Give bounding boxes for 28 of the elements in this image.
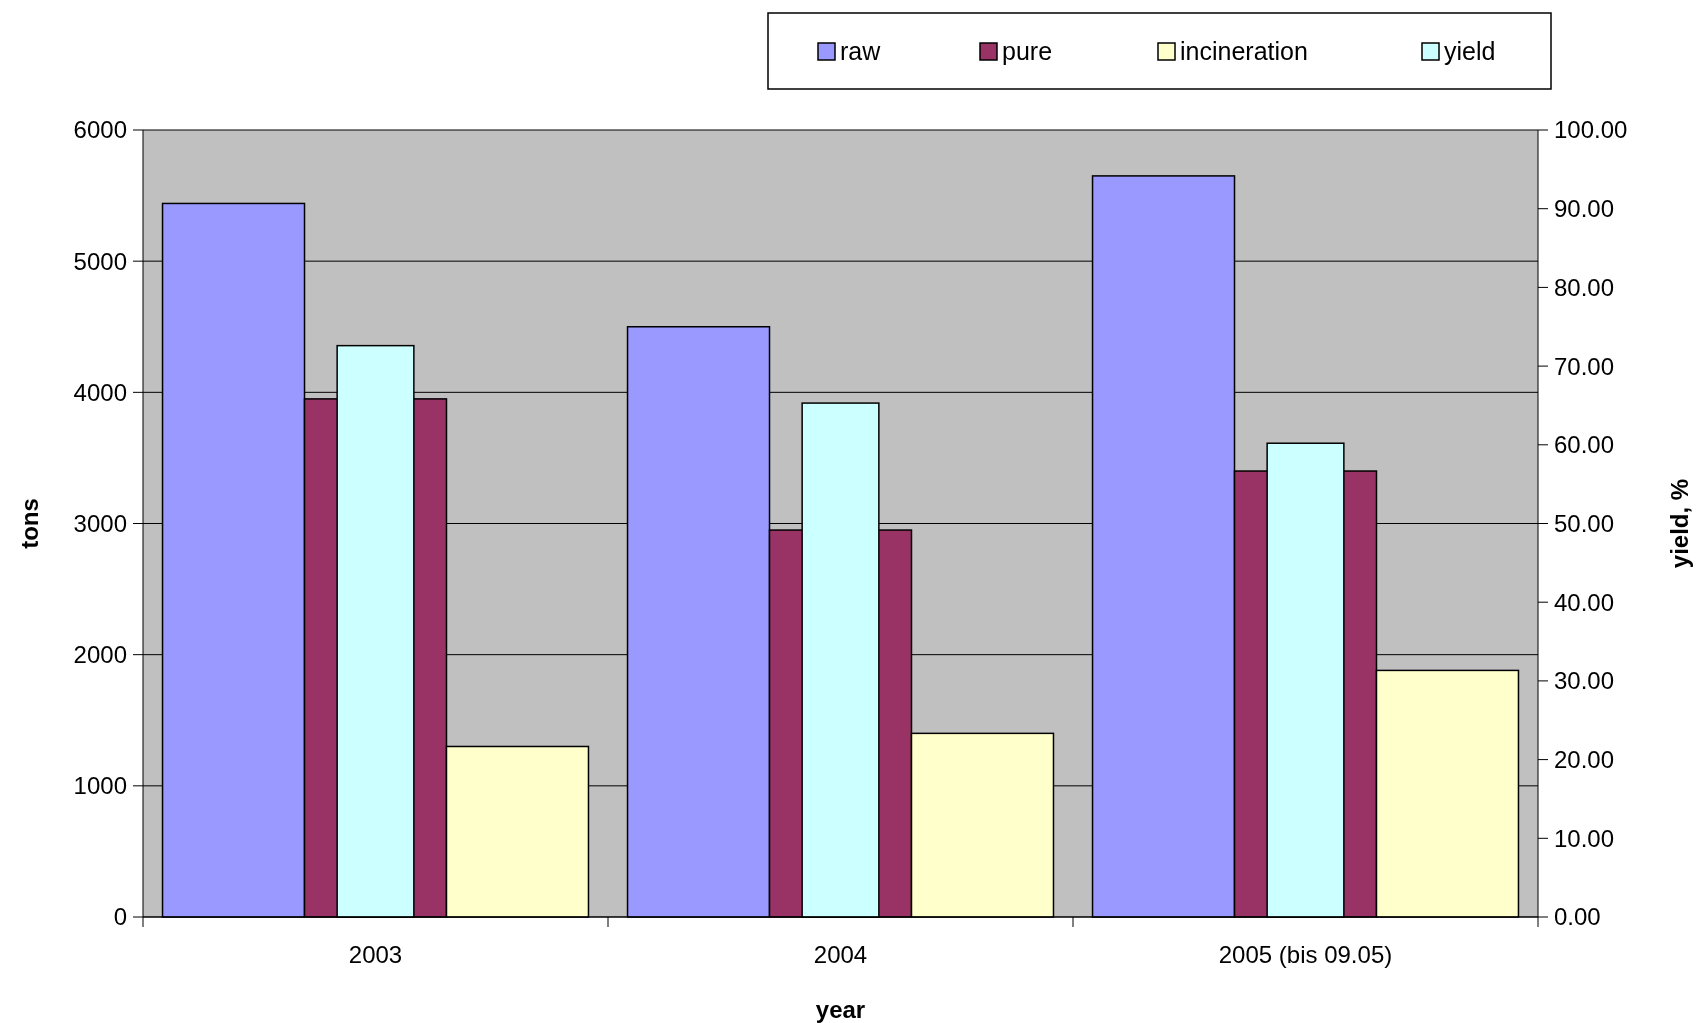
y2-tick-label: 20.00 <box>1554 746 1615 773</box>
x-tick-label: 2003 <box>348 941 403 968</box>
y2-tick-label: 90.00 <box>1554 195 1615 223</box>
y-tick-label: 1000 <box>73 772 127 800</box>
y-tick-label: 2000 <box>73 641 127 669</box>
legend-label: pure <box>1002 36 1053 65</box>
x-tick-label: 2005 (bis 09.05) <box>1218 941 1393 968</box>
legend-label: incineration <box>1180 36 1308 65</box>
y2-tick-label: 70.00 <box>1554 352 1615 380</box>
y2-tick-label: 0.00 <box>1554 903 1601 931</box>
y2-tick-label: 30.00 <box>1554 667 1615 695</box>
x-tick-label: 2004 <box>813 941 868 968</box>
y2-tick-label: 50.00 <box>1554 509 1615 537</box>
y2-tick-label: 100.00 <box>1554 116 1628 144</box>
legend-label: raw <box>840 36 882 65</box>
y-axis-title: tons <box>16 498 43 549</box>
y-tick-label: 4000 <box>73 378 127 406</box>
y2-tick-label: 40.00 <box>1554 588 1615 616</box>
legend-label: yield <box>1444 36 1496 65</box>
x-axis-title: year <box>815 996 866 1023</box>
y-tick-label: 3000 <box>73 509 127 537</box>
y2-tick-label: 80.00 <box>1554 273 1615 301</box>
y-tick-label: 6000 <box>73 116 127 144</box>
y2-tick-label: 60.00 <box>1554 431 1615 459</box>
y2-axis-title: yield, % <box>1666 478 1693 569</box>
y-tick-label: 5000 <box>73 247 127 275</box>
y-tick-label: 0 <box>113 903 127 931</box>
y2-tick-label: 10.00 <box>1554 824 1615 852</box>
